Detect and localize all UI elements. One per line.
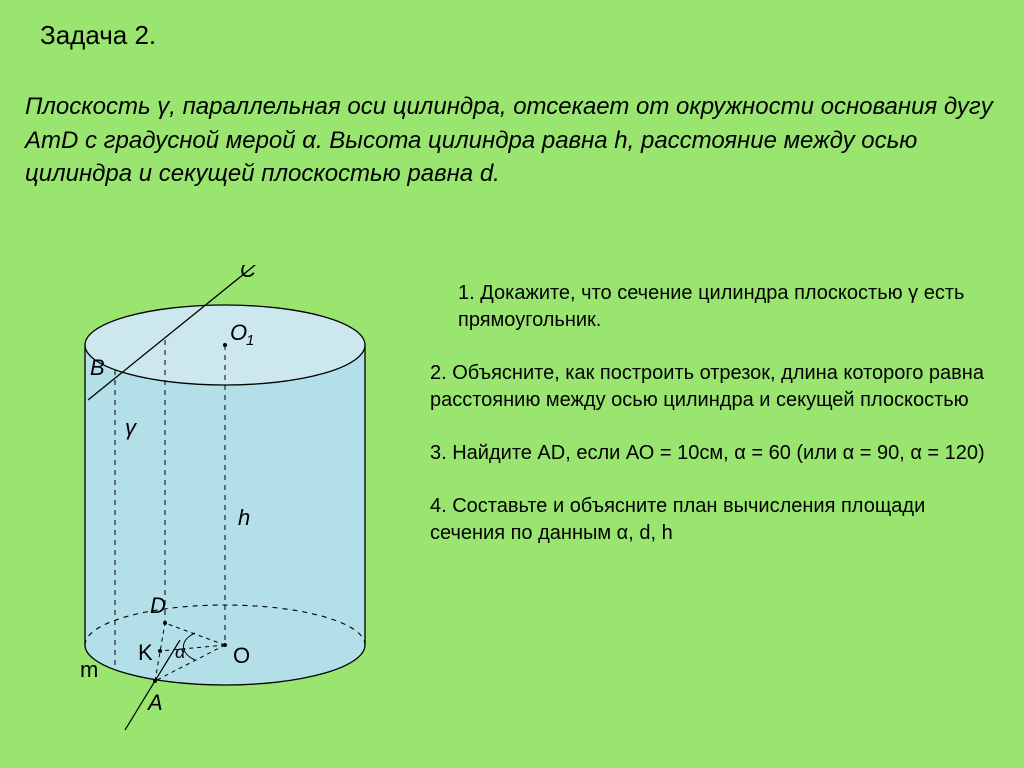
task-2: 2. Объясните, как построить отрезок, дли… <box>430 360 999 414</box>
task-1: 1. Докажите, что сечение цилиндра плоско… <box>430 280 999 334</box>
label-K: K <box>138 640 153 665</box>
task-4: 4. Составьте и объясните план вычисления… <box>430 493 999 547</box>
page-title: Задача 2. <box>40 20 156 51</box>
label-A: A <box>146 690 163 715</box>
label-O1: O <box>230 320 247 345</box>
label-h: h <box>238 505 250 530</box>
label-D: D <box>150 593 166 618</box>
problem-statement: Плоскость γ, параллельная оси цилиндра, … <box>25 90 999 191</box>
svg-text:1: 1 <box>246 332 254 349</box>
label-C: C <box>240 265 256 282</box>
label-B: B <box>90 355 105 380</box>
label-m: m <box>80 657 98 682</box>
task-3: 3. Найдите AD, если АО = 10см, α = 60 (и… <box>430 440 999 467</box>
task-list: 1. Докажите, что сечение цилиндра плоско… <box>430 280 999 573</box>
cylinder-diagram: h O 1 O B C γ A D K α <box>30 265 410 745</box>
label-O: O <box>233 643 250 668</box>
